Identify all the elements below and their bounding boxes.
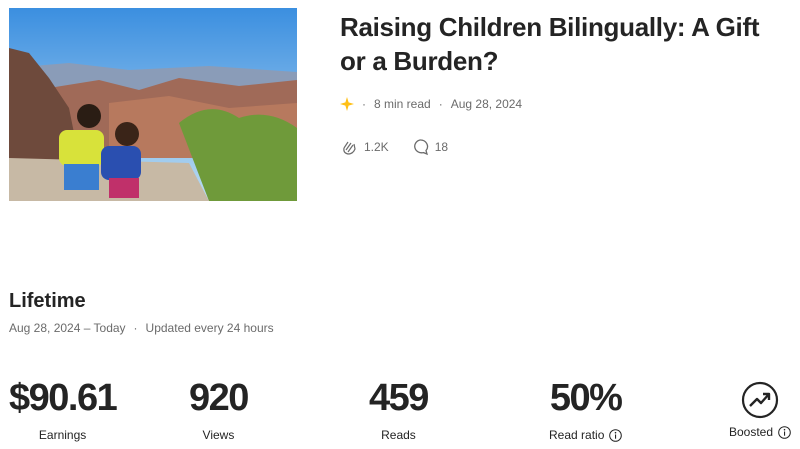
story-meta: · 8 min read · Aug 28, 2024: [340, 97, 522, 111]
story-title[interactable]: Raising Children Bilingually: A Gift or …: [340, 12, 760, 76]
info-icon[interactable]: [778, 425, 791, 439]
stat: $90.61 Earnings: [9, 376, 118, 442]
stat-label: Views: [189, 428, 248, 442]
separator: ·: [438, 97, 443, 111]
update-note: Updated every 24 hours: [145, 321, 274, 335]
stat-label: Earnings: [9, 428, 116, 442]
separator: ·: [133, 321, 138, 335]
info-icon[interactable]: [609, 428, 623, 442]
clap-icon[interactable]: [340, 138, 358, 156]
response-count: 18: [434, 140, 449, 154]
section-heading: Lifetime: [9, 290, 86, 312]
stat-label-text: Earnings: [38, 428, 87, 442]
stat-value: 920: [189, 377, 249, 419]
response-icon[interactable]: [411, 138, 429, 156]
stat-value: 459: [369, 377, 429, 419]
date-range: Aug 28, 2024 – Today: [9, 321, 126, 335]
stat-label-text: Boosted: [729, 425, 774, 439]
stat-label: Reads: [369, 428, 428, 442]
story-image[interactable]: [9, 8, 297, 201]
stat: 459 Reads: [369, 376, 429, 442]
stat: 920 Views: [189, 376, 249, 442]
boost-icon: [741, 381, 779, 419]
stat-label-text: Views: [202, 428, 235, 442]
lifetime-subtitle: Aug 28, 2024 – Today · Updated every 24 …: [9, 321, 274, 335]
stat: Boosted: [729, 380, 791, 439]
stat: 50% Read ratio: [549, 376, 623, 442]
stat-value: 50%: [549, 377, 623, 419]
publish-date: Aug 28, 2024: [450, 97, 523, 111]
stat-label: Read ratio: [549, 428, 623, 442]
stat-label: Boosted: [729, 425, 791, 439]
clap-count: 1.2K: [364, 140, 389, 154]
engagement: 1.2K 18: [340, 138, 448, 156]
stat-value: $90.61: [9, 377, 118, 419]
member-star: [340, 97, 354, 111]
separator: ·: [362, 97, 366, 111]
stat-label-text: Read ratio: [549, 428, 605, 442]
stat-label-text: Reads: [381, 428, 416, 442]
read-time: 8 min read: [374, 97, 431, 111]
